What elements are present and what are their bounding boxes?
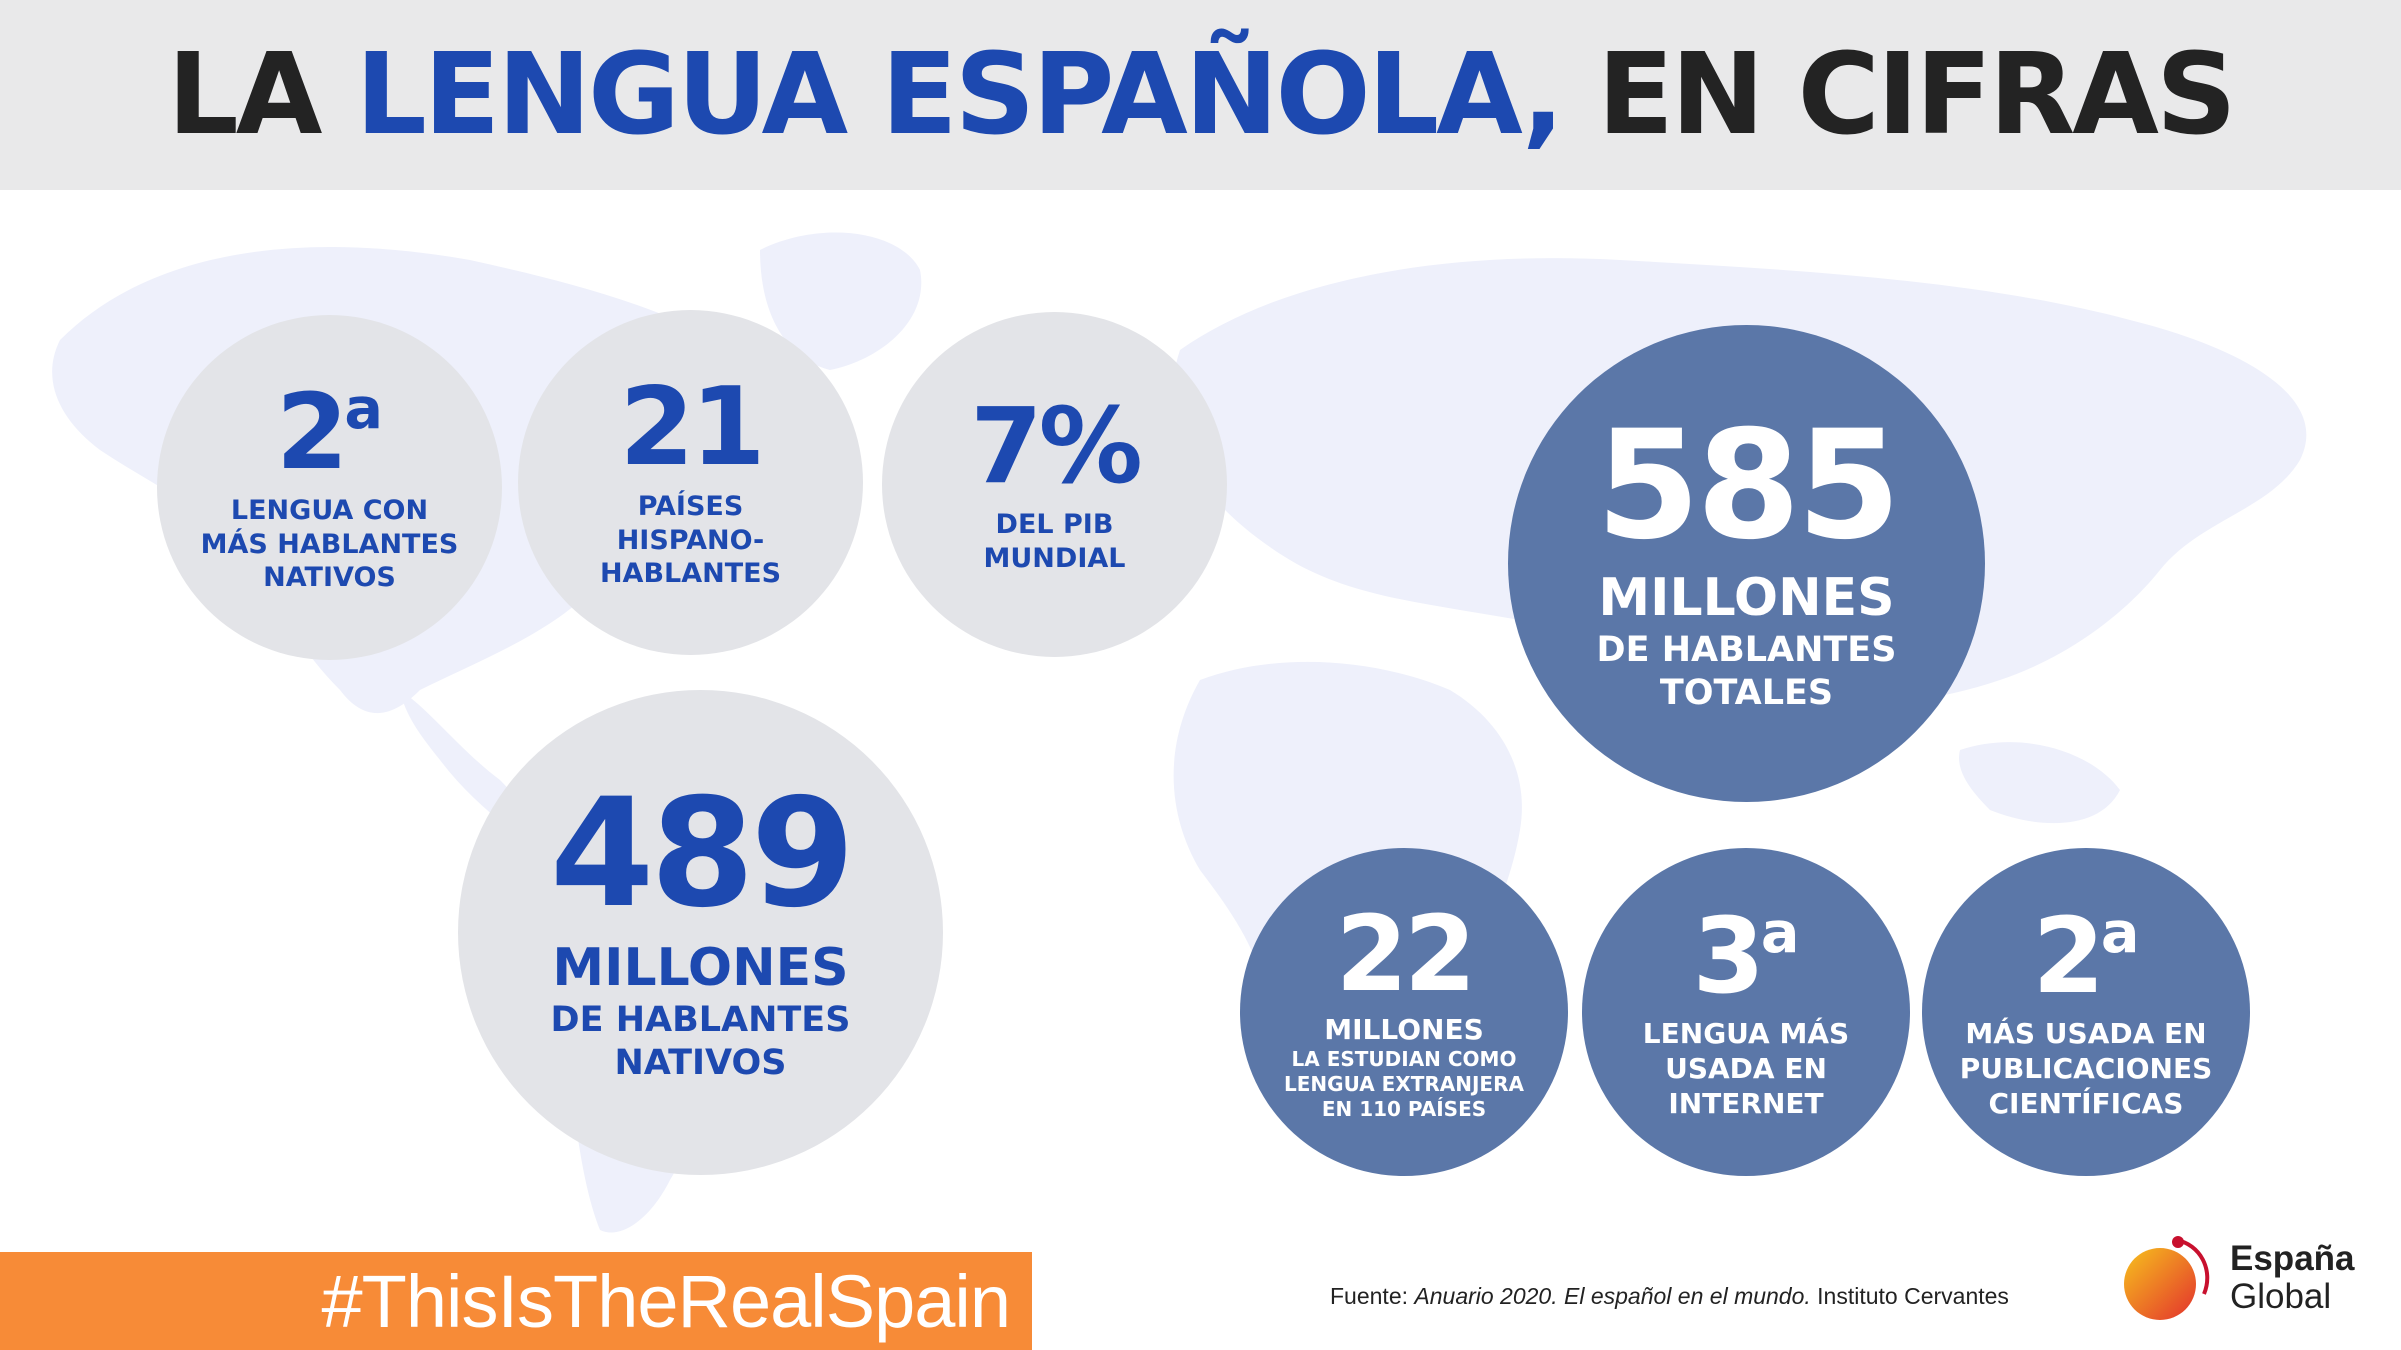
hashtag-banner: #ThisIsTheRealSpain xyxy=(0,1252,1032,1350)
map-southeast-asia xyxy=(1959,742,2120,824)
stat-number: 489 xyxy=(549,766,855,941)
stat-number: 2a xyxy=(276,370,383,493)
stat-label: MILLONES DE HABLANTES NATIVOS xyxy=(550,937,851,1084)
stat-number: 7% xyxy=(970,384,1143,507)
stat-circle-rank-native: 2a LENGUA CON MÁS HABLANTES NATIVOS xyxy=(157,315,502,660)
stat-label: PAÍSES HISPANO- HABLANTES xyxy=(599,490,782,590)
stat-circle-internet: 3a LENGUA MÁS USADA EN INTERNET xyxy=(1582,848,1910,1176)
brand-name: España Global xyxy=(2230,1239,2355,1316)
stat-label: MÁS USADA EN PUBLICACIONES CIENTÍFICAS xyxy=(1959,1016,2213,1120)
source-citation: Fuente: Anuario 2020. El español en el m… xyxy=(1330,1283,2009,1309)
stat-circle-gdp: 7% DEL PIB MUNDIAL xyxy=(882,312,1227,657)
title-post: EN CIFRAS xyxy=(1561,30,2236,160)
stat-circle-native-speakers: 489 MILLONES DE HABLANTES NATIVOS xyxy=(458,690,943,1175)
stat-circle-science: 2a MÁS USADA EN PUBLICACIONES CIENTÍFICAS xyxy=(1922,848,2250,1176)
hashtag-text: #ThisIsTheRealSpain xyxy=(321,1259,1011,1343)
stat-number: 22 xyxy=(1335,893,1477,1015)
espana-global-logo-icon xyxy=(2124,1236,2210,1320)
page-title: LA LENGUA ESPAÑOLA, EN CIFRAS xyxy=(167,30,2236,160)
stat-number: 3a xyxy=(1692,894,1800,1017)
title-highlight: LENGUA ESPAÑOLA, xyxy=(355,30,1564,160)
stat-label: DEL PIB MUNDIAL xyxy=(983,508,1126,574)
stat-label: LENGUA CON MÁS HABLANTES NATIVOS xyxy=(200,494,459,594)
stat-number: 585 xyxy=(1595,398,1901,573)
stat-circle-total-speakers: 585 MILLONES DE HABLANTES TOTALES xyxy=(1508,325,1985,802)
stat-number: 21 xyxy=(619,364,765,490)
stat-label: LENGUA MÁS USADA EN INTERNET xyxy=(1642,1016,1850,1120)
stat-circle-countries: 21 PAÍSES HISPANO- HABLANTES xyxy=(518,310,863,655)
title-pre: LA xyxy=(167,30,356,160)
stat-number: 2a xyxy=(2032,894,2140,1017)
stat-label: MILLONES DE HABLANTES TOTALES xyxy=(1596,567,1897,714)
map-greenland xyxy=(760,232,922,370)
title-banner: LA LENGUA ESPAÑOLA, EN CIFRAS xyxy=(0,0,2401,190)
stat-circle-students: 22 MILLONES LA ESTUDIAN COMO LENGUA EXTR… xyxy=(1240,848,1568,1176)
stat-label: MILLONES LA ESTUDIAN COMO LENGUA EXTRANJ… xyxy=(1284,1013,1524,1121)
